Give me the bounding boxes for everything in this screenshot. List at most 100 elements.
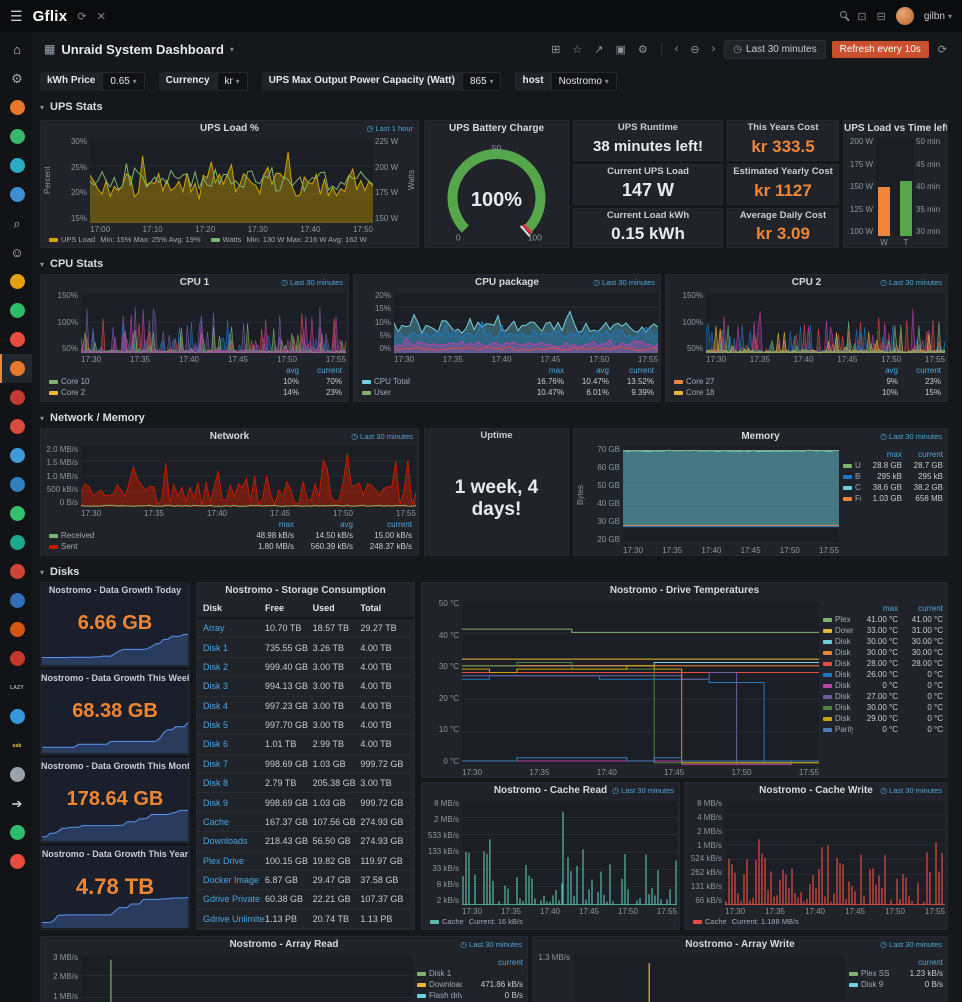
column-header-free[interactable]: Free xyxy=(264,603,284,613)
chart-canvas[interactable] xyxy=(706,291,945,353)
panel-title[interactable]: Nostromo - Data Growth This Week xyxy=(41,673,189,683)
close-icon[interactable]: ✕ xyxy=(96,10,106,23)
disk-link[interactable]: Disk 6 xyxy=(203,739,229,750)
legend-item[interactable]: Disk 130.00 °C30.00 °C xyxy=(823,647,943,658)
panel-title[interactable]: Nostromo - Storage Consumption xyxy=(225,585,386,596)
variable-value-dropdown[interactable]: 865 ▾ xyxy=(461,72,502,91)
sidebar-item-shortcut-lazy[interactable]: LAZY xyxy=(0,673,32,702)
sidebar-item-shortcut-15[interactable] xyxy=(0,557,32,586)
panel-title[interactable]: Nostromo - Cache Read xyxy=(493,785,608,796)
panel-title[interactable]: UPS Load % xyxy=(200,123,259,134)
sidebar-item-profile[interactable]: ☺ xyxy=(0,238,32,267)
panel-title[interactable]: Nostromo - Data Growth This Month xyxy=(41,761,189,771)
section-ups-stats[interactable]: ▾ UPS Stats xyxy=(40,101,103,113)
legend-item[interactable]: User 10.47% 6.01% 9.39% xyxy=(362,387,654,398)
sidebar-item-shortcut-10[interactable] xyxy=(0,412,32,441)
panel-title[interactable]: Average Daily Cost xyxy=(739,210,827,221)
sidebar-item-shortcut-5[interactable] xyxy=(0,267,32,296)
chart-canvas[interactable] xyxy=(725,799,945,905)
chart-canvas[interactable] xyxy=(462,799,677,905)
legend-item[interactable]: Downloads33.00 °C31.00 °C xyxy=(823,625,943,636)
panel-title[interactable]: UPS Runtime xyxy=(617,122,679,133)
panel-title[interactable]: UPS Load vs Time left xyxy=(844,123,947,134)
disk-link[interactable]: Disk 2 xyxy=(203,661,229,672)
panel-title[interactable]: CPU 1 xyxy=(179,277,210,288)
dashboard-title[interactable]: Unraid System Dashboard xyxy=(61,41,224,57)
cycle-icon[interactable]: ⟳ xyxy=(77,10,87,23)
sidebar-item-shortcut-9[interactable] xyxy=(0,383,32,412)
legend-item[interactable]: Parity0 °C0 °C xyxy=(823,724,943,735)
sidebar-item-shortcut-19[interactable] xyxy=(0,702,32,731)
sidebar-item-shortcut-4[interactable] xyxy=(0,180,32,209)
sidebar-item-shortcut-22[interactable] xyxy=(0,847,32,876)
legend-item[interactable]: Received 48.98 kB/s 14.50 kB/s 15.00 kB/s xyxy=(49,530,412,541)
legend-item[interactable]: Downloads471.86 kB/s xyxy=(417,979,523,990)
chart-canvas[interactable] xyxy=(876,137,914,236)
sidebar-item-settings[interactable]: ⚙ xyxy=(0,64,32,93)
refresh-interval-button[interactable]: Refresh every 10s xyxy=(831,40,929,58)
legend-item[interactable]: Core 18 10% 15% xyxy=(674,387,941,398)
column-header-total[interactable]: Total xyxy=(360,603,382,613)
legend-item[interactable]: Core 2 14% 23% xyxy=(49,387,342,398)
time-picker[interactable]: ◷ Last 30 minutes xyxy=(724,39,826,59)
legend-item[interactable]: Core 27 9% 23% xyxy=(674,376,941,387)
sidebar-item-shortcut-8[interactable] xyxy=(0,354,32,383)
panel-title[interactable]: Nostromo - Cache Write xyxy=(759,785,873,796)
panel-title[interactable]: CPU package xyxy=(475,277,539,288)
panel-title[interactable]: Network xyxy=(209,431,250,442)
panel-title[interactable]: UPS Battery Charge xyxy=(448,123,545,134)
chart-canvas[interactable] xyxy=(81,445,416,507)
variable-value-dropdown[interactable]: Nostromo ▾ xyxy=(550,72,617,91)
chart-canvas[interactable] xyxy=(81,291,346,353)
panel-title[interactable]: Nostromo - Data Growth Today xyxy=(48,585,182,595)
panel-title[interactable]: Nostromo - Array Write xyxy=(685,939,795,950)
panel-title[interactable]: Estimated Yearly Cost xyxy=(733,166,833,177)
disk-link[interactable]: Plex Drive xyxy=(203,855,245,866)
legend-item[interactable]: Disk 326.00 °C0 °C xyxy=(823,669,943,680)
disk-link[interactable]: Disk 9 xyxy=(203,797,229,808)
legend-item[interactable]: Disk 527.00 °C0 °C xyxy=(823,691,943,702)
chart-canvas[interactable] xyxy=(90,137,373,223)
disk-link[interactable]: Downloads xyxy=(203,836,248,847)
sidebar-item-shortcut-16[interactable] xyxy=(0,586,32,615)
sidebar-item-home[interactable]: ⌂ xyxy=(0,35,32,64)
legend-item[interactable]: CPU Total 16.76% 10.47% 13.52% xyxy=(362,376,654,387)
sidebar-item-shortcut-14[interactable] xyxy=(0,528,32,557)
star-icon[interactable]: ☆ xyxy=(572,43,583,56)
disk-link[interactable]: Disk 4 xyxy=(203,700,229,711)
disk-link[interactable]: Array xyxy=(203,623,225,634)
chart-canvas[interactable] xyxy=(394,291,658,353)
disk-link[interactable]: Gdrive Unlimited xyxy=(203,913,265,924)
fullscreen-icon[interactable]: ⊡ xyxy=(857,10,867,23)
chart-canvas[interactable] xyxy=(462,599,819,766)
panel-title[interactable]: Nostromo - Data Growth This Year xyxy=(41,849,189,859)
legend-item[interactable]: Disk 828.00 °C28.00 °C xyxy=(823,658,943,669)
panel-title[interactable]: Memory xyxy=(741,431,780,442)
avatar[interactable] xyxy=(895,7,914,25)
panel-title[interactable]: Uptime xyxy=(480,430,513,441)
section-disks[interactable]: ▾ Disks xyxy=(40,566,79,578)
sidebar-item-shortcut-18[interactable] xyxy=(0,644,32,673)
add-panel-icon[interactable]: ⊞ xyxy=(551,43,561,56)
disk-link[interactable]: Disk 7 xyxy=(203,758,229,769)
legend-item[interactable]: Disk 930.00 °C30.00 °C xyxy=(823,636,943,647)
sidebar-item-shortcut-11[interactable] xyxy=(0,441,32,470)
app-brand[interactable]: Gflix xyxy=(32,7,68,25)
settings-icon[interactable]: ⚙ xyxy=(637,43,648,56)
section-cpu-stats[interactable]: ▾ CPU Stats xyxy=(40,258,103,270)
disk-link[interactable]: Disk 1 xyxy=(203,642,229,653)
sidebar-item-shortcut-12[interactable] xyxy=(0,470,32,499)
legend-item[interactable]: Disk 430.00 °C0 °C xyxy=(823,702,943,713)
column-header-used[interactable]: Used xyxy=(312,603,335,613)
panel-title[interactable]: This Years Cost xyxy=(747,122,819,133)
disk-link[interactable]: Cache xyxy=(203,816,230,827)
disk-link[interactable]: Gdrive Private xyxy=(203,894,261,905)
disk-link[interactable]: Docker Image xyxy=(203,875,260,886)
sidebar-item-shortcut-20[interactable] xyxy=(0,760,32,789)
dashboard-picker-icon[interactable]: ▦ xyxy=(44,42,56,56)
sidebar-item-shortcut-21[interactable] xyxy=(0,818,32,847)
disk-link[interactable]: Disk 8 xyxy=(203,778,229,789)
